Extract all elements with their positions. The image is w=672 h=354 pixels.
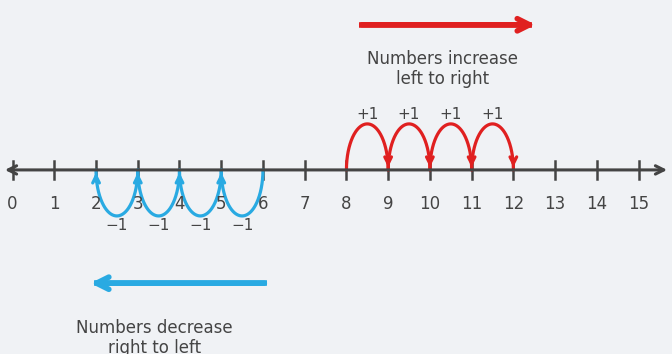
Text: 10: 10 [419, 195, 440, 213]
Text: 2: 2 [91, 195, 101, 213]
Text: −1: −1 [189, 218, 212, 233]
Text: 6: 6 [257, 195, 268, 213]
Text: 15: 15 [628, 195, 649, 213]
Text: −1: −1 [106, 218, 128, 233]
Text: +1: +1 [481, 107, 504, 122]
Text: +1: +1 [398, 107, 420, 122]
Text: Numbers increase
left to right: Numbers increase left to right [367, 50, 518, 88]
Text: 4: 4 [174, 195, 185, 213]
Text: 11: 11 [461, 195, 482, 213]
Text: +1: +1 [439, 107, 462, 122]
Text: 3: 3 [132, 195, 143, 213]
Text: 14: 14 [586, 195, 607, 213]
Text: 12: 12 [503, 195, 524, 213]
Text: Numbers decrease
right to left: Numbers decrease right to left [76, 319, 233, 354]
Text: 0: 0 [7, 195, 17, 213]
Text: 1: 1 [49, 195, 60, 213]
Text: −1: −1 [147, 218, 170, 233]
Text: 8: 8 [341, 195, 351, 213]
Text: 13: 13 [544, 195, 566, 213]
Text: 9: 9 [383, 195, 393, 213]
Text: 7: 7 [300, 195, 310, 213]
Text: 5: 5 [216, 195, 226, 213]
Text: +1: +1 [356, 107, 378, 122]
Text: −1: −1 [231, 218, 253, 233]
